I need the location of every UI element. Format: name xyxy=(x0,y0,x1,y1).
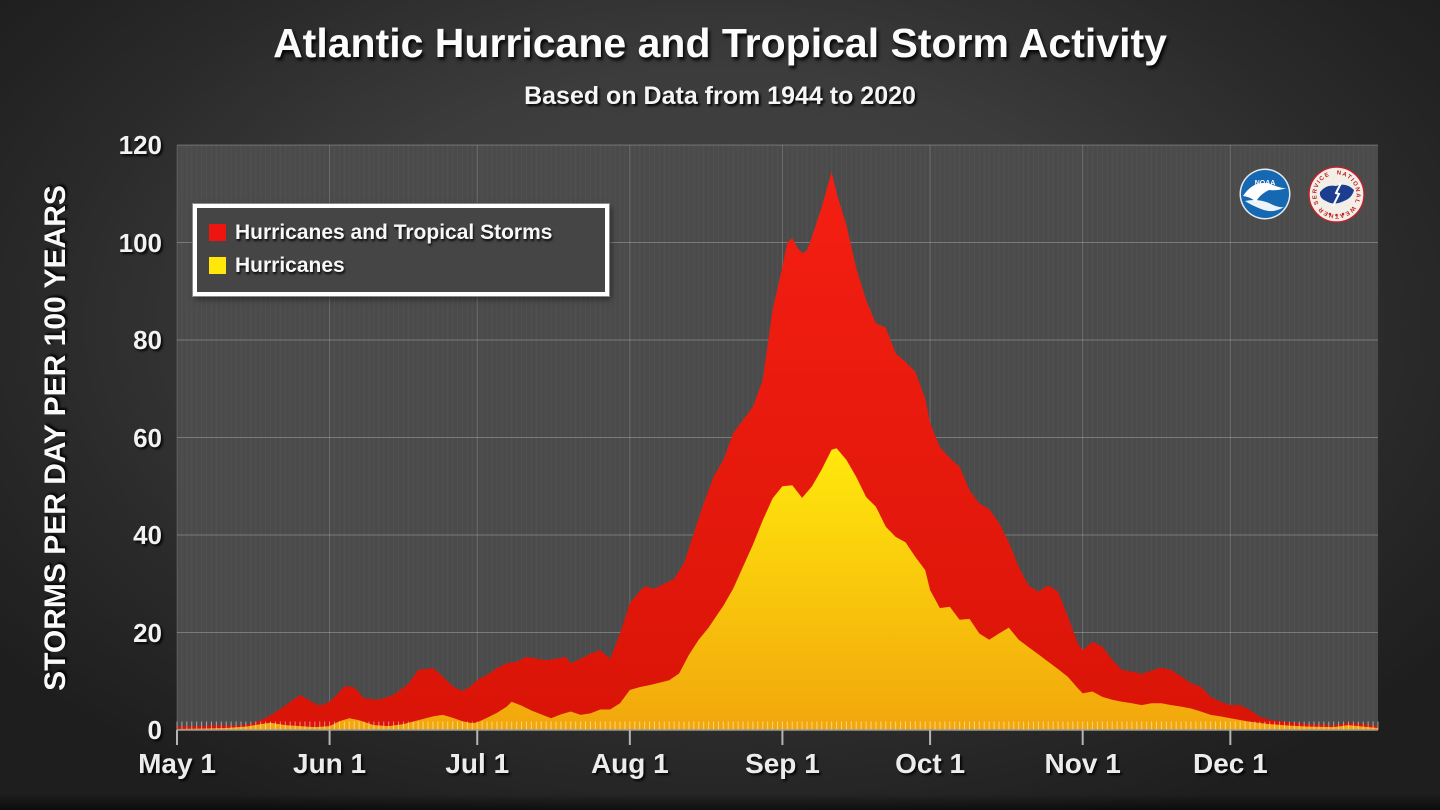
area-hurricanes-and-tropical-storms xyxy=(177,171,1378,731)
noaa-logo: NOAA xyxy=(1239,168,1291,220)
daily-axis-ticks xyxy=(176,721,1379,730)
legend-item-total: Hurricanes and Tropical Storms xyxy=(209,216,593,249)
y-tick-40: 40 xyxy=(133,520,162,550)
page-title: Atlantic Hurricane and Tropical Storm Ac… xyxy=(273,20,1167,66)
area-hurricanes xyxy=(177,448,1378,730)
month-axis-ticks xyxy=(176,730,1232,745)
bottom-vignette xyxy=(0,794,1440,810)
x-tick-jun-1: Jun 1 xyxy=(293,748,367,779)
x-tick-aug-1: Aug 1 xyxy=(590,748,669,779)
y-tick-120: 120 xyxy=(118,130,162,160)
x-tick-oct-1: Oct 1 xyxy=(895,748,966,779)
y-tick-20: 20 xyxy=(133,617,162,648)
nws-logo: NATIONAL WEATHER SERVICE xyxy=(1308,166,1365,223)
y-tick-0: 0 xyxy=(147,715,162,745)
legend-label-total: Hurricanes and Tropical Storms xyxy=(235,220,553,244)
y-tick-60: 60 xyxy=(133,422,162,453)
x-tick-nov-1: Nov 1 xyxy=(1044,748,1121,779)
x-tick-dec-1: Dec 1 xyxy=(1192,748,1268,779)
y-tick-100: 100 xyxy=(118,227,162,258)
x-tick-jul-1: Jul 1 xyxy=(445,748,510,779)
legend-item-hurricanes: Hurricanes xyxy=(209,249,593,282)
x-tick-sep-1: Sep 1 xyxy=(745,748,820,779)
red-swatch-icon xyxy=(209,224,226,241)
legend-label-hurricanes: Hurricanes xyxy=(235,253,345,277)
y-tick-80: 80 xyxy=(133,325,162,355)
x-tick-may-1: May 1 xyxy=(138,748,216,779)
page-subtitle: Based on Data from 1944 to 2020 xyxy=(524,82,916,110)
chart-legend: Hurricanes and Tropical Storms Hurricane… xyxy=(192,203,610,297)
yellow-swatch-icon xyxy=(209,257,226,274)
